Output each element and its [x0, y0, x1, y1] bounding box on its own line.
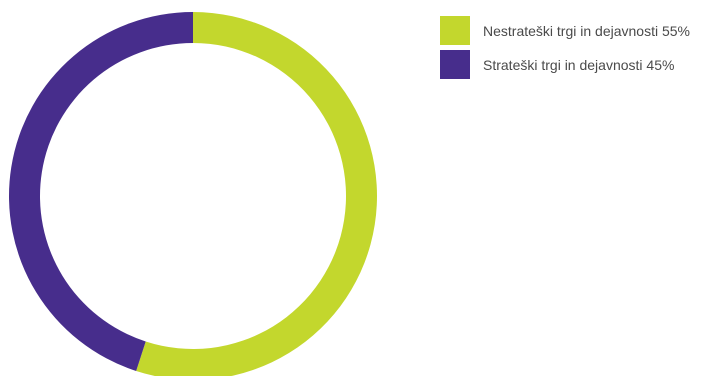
- donut-slice-2: [8, 12, 193, 371]
- legend: Nestrateški trgi in dejavnosti 55% Strate…: [440, 16, 690, 79]
- legend-label-2: Strateški trgi in dejavnosti 45%: [483, 57, 674, 73]
- donut-slice-1: [136, 12, 377, 376]
- legend-label-1: Nestrateški trgi in dejavnosti 55%: [483, 23, 690, 39]
- donut-slices: [8, 12, 377, 376]
- legend-swatch-1: [440, 16, 470, 45]
- legend-swatch-2: [440, 50, 470, 79]
